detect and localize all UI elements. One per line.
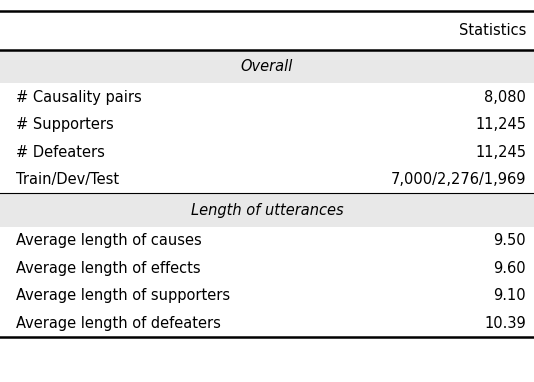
Text: # Causality pairs: # Causality pairs: [16, 89, 142, 105]
Text: Statistics: Statistics: [459, 23, 526, 38]
Text: Average length of defeaters: Average length of defeaters: [16, 316, 221, 331]
Text: 9.50: 9.50: [493, 233, 526, 248]
Text: 11,245: 11,245: [475, 144, 526, 160]
Bar: [0, 193, 534, 227]
Text: 7,000/2,276/1,969: 7,000/2,276/1,969: [390, 172, 526, 187]
Text: Train/Dev/Test: Train/Dev/Test: [16, 172, 119, 187]
Text: 9.10: 9.10: [493, 288, 526, 303]
Text: 11,245: 11,245: [475, 117, 526, 132]
Text: Average length of effects: Average length of effects: [16, 261, 201, 276]
Text: # Supporters: # Supporters: [16, 117, 114, 132]
Text: Length of utterances: Length of utterances: [191, 202, 343, 218]
Text: Average length of causes: Average length of causes: [16, 233, 202, 248]
Text: # Defeaters: # Defeaters: [16, 144, 105, 160]
Text: Average length of supporters: Average length of supporters: [16, 288, 230, 303]
Text: 9.60: 9.60: [493, 261, 526, 276]
Text: Overall: Overall: [241, 59, 293, 74]
Bar: [0, 50, 534, 83]
Text: 10.39: 10.39: [484, 316, 526, 331]
Text: 8,080: 8,080: [484, 89, 526, 105]
